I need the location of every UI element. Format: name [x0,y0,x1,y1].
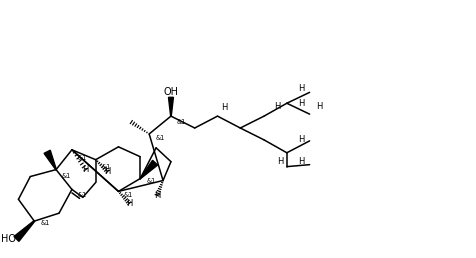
Text: H: H [298,135,305,144]
Polygon shape [44,150,56,170]
Text: H: H [126,199,132,208]
Polygon shape [14,221,35,241]
Text: H: H [221,103,228,112]
Text: &1: &1 [123,192,133,198]
Text: &1: &1 [102,164,111,170]
Text: &1: &1 [156,135,165,141]
Text: H: H [298,84,305,93]
Text: &1: &1 [146,179,156,184]
Text: H: H [298,99,305,108]
Text: H: H [83,165,89,174]
Text: H: H [274,102,280,111]
Polygon shape [169,97,173,116]
Text: HO: HO [1,234,17,244]
Polygon shape [140,160,158,179]
Text: H: H [104,167,111,176]
Text: &1: &1 [78,192,87,198]
Text: &1: &1 [40,220,50,226]
Text: &1: &1 [62,173,71,179]
Text: H: H [298,157,305,166]
Text: OH: OH [163,87,178,97]
Text: H: H [154,191,160,200]
Text: &1: &1 [78,155,87,161]
Text: H: H [317,102,323,111]
Text: &1: &1 [177,119,186,125]
Text: H: H [277,157,283,166]
